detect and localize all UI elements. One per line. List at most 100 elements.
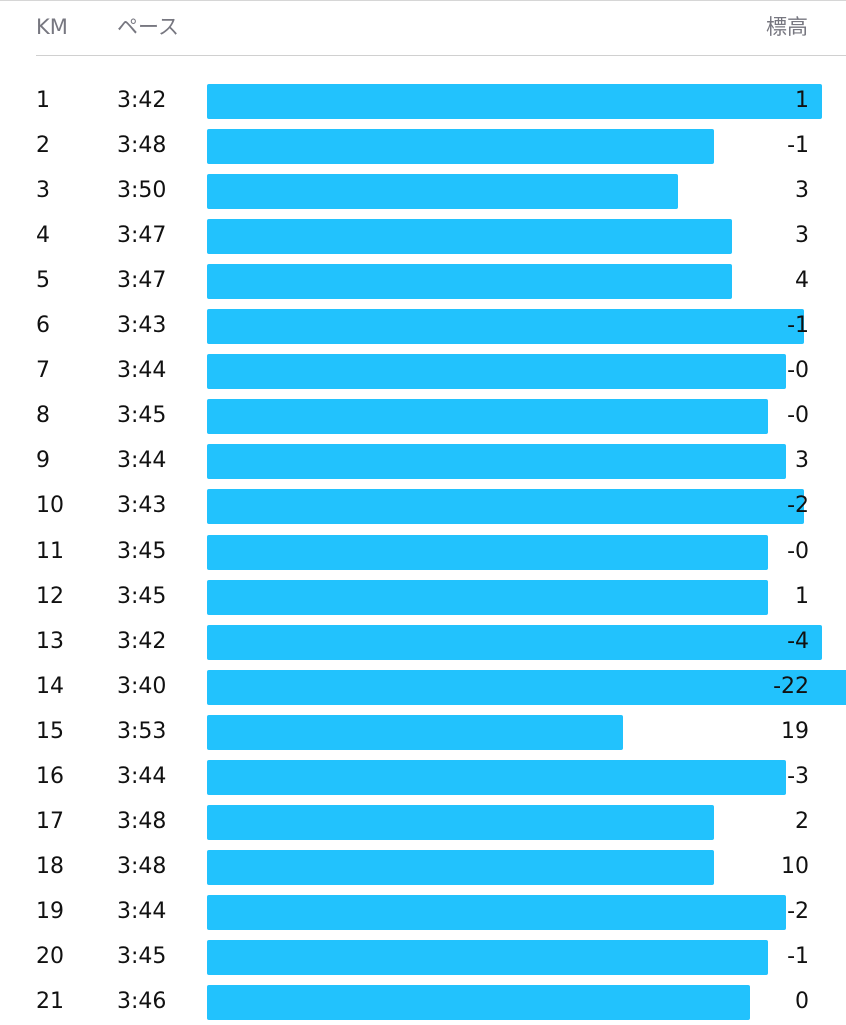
km-column-header: KM (36, 15, 68, 39)
split-pace: 3:44 (117, 358, 167, 384)
split-pace: 3:45 (117, 403, 167, 429)
pace-bar (207, 669, 846, 705)
pace-bar (207, 219, 732, 255)
split-km: 17 (36, 808, 64, 834)
split-km: 6 (36, 313, 50, 339)
pace-bar (207, 84, 823, 119)
split-row: 15 3:53 19 (0, 710, 846, 755)
header-divider (36, 55, 846, 56)
split-km: 19 (36, 898, 64, 924)
split-elevation: 3 (795, 448, 809, 474)
split-pace: 3:42 (117, 628, 167, 654)
split-elevation: 3 (795, 178, 809, 204)
split-pace: 3:53 (117, 718, 167, 744)
split-km: 11 (36, 538, 64, 564)
split-row: 5 3:47 4 (0, 259, 846, 304)
pace-bar (207, 579, 769, 615)
pace-bar (207, 759, 787, 795)
split-pace: 3:45 (117, 583, 167, 609)
split-pace: 3:46 (117, 989, 167, 1014)
split-row: 20 3:45 -1 (0, 935, 846, 980)
split-elevation: 1 (795, 88, 809, 113)
split-elevation: -1 (787, 133, 809, 159)
split-pace: 3:50 (117, 178, 167, 204)
split-row: 9 3:44 3 (0, 439, 846, 484)
split-pace: 3:45 (117, 943, 167, 969)
pace-bar (207, 849, 714, 885)
split-row: 12 3:45 1 (0, 575, 846, 620)
split-row: 2 3:48 -1 (0, 124, 846, 169)
split-elevation: -22 (773, 673, 809, 699)
pace-bar (207, 534, 769, 570)
split-row: 13 3:42 -4 (0, 620, 846, 665)
split-km: 4 (36, 223, 50, 249)
split-elevation: -0 (787, 538, 809, 564)
split-pace: 3:44 (117, 763, 167, 789)
pace-bar (207, 354, 787, 390)
pace-bar (207, 894, 787, 930)
split-km: 21 (36, 989, 64, 1014)
split-row: 7 3:44 -0 (0, 349, 846, 394)
split-km: 12 (36, 583, 64, 609)
split-pace: 3:47 (117, 223, 167, 249)
split-elevation: -2 (787, 898, 809, 924)
split-km: 8 (36, 403, 50, 429)
split-km: 7 (36, 358, 50, 384)
split-pace: 3:45 (117, 538, 167, 564)
split-pace: 3:43 (117, 493, 167, 519)
split-elevation: -1 (787, 943, 809, 969)
split-row: 1 3:42 1 (0, 79, 846, 124)
split-elevation: -4 (787, 628, 809, 654)
split-pace: 3:47 (117, 268, 167, 294)
split-pace: 3:44 (117, 448, 167, 474)
pace-bar (207, 489, 805, 525)
split-km: 3 (36, 178, 50, 204)
split-row: 18 3:48 10 (0, 845, 846, 890)
pace-bar (207, 174, 678, 210)
split-row: 19 3:44 -2 (0, 890, 846, 935)
top-divider (0, 0, 846, 1)
split-km: 15 (36, 718, 64, 744)
split-pace: 3:42 (117, 88, 167, 113)
split-elevation: 19 (781, 718, 809, 744)
split-row: 6 3:43 -1 (0, 304, 846, 349)
elevation-column-header: 標高 (766, 15, 808, 39)
split-pace: 3:48 (117, 808, 167, 834)
split-row: 10 3:43 -2 (0, 484, 846, 529)
split-row: 16 3:44 -3 (0, 755, 846, 800)
splits-header: KM ペース 標高 (0, 0, 846, 56)
split-pace: 3:48 (117, 853, 167, 879)
split-elevation: -0 (787, 403, 809, 429)
split-row: 11 3:45 -0 (0, 530, 846, 575)
split-km: 9 (36, 448, 50, 474)
split-row: 3 3:50 3 (0, 169, 846, 214)
split-km: 1 (36, 88, 50, 113)
pace-bar (207, 804, 714, 840)
split-km: 16 (36, 763, 64, 789)
split-elevation: 10 (781, 853, 809, 879)
pace-bar (207, 985, 750, 1020)
pace-bar (207, 714, 624, 750)
split-elevation: -2 (787, 493, 809, 519)
split-elevation: -1 (787, 313, 809, 339)
split-row: 14 3:40 -22 (0, 665, 846, 710)
split-elevation: 4 (795, 268, 809, 294)
split-elevation: -3 (787, 763, 809, 789)
split-elevation: -0 (787, 358, 809, 384)
pace-bar (207, 264, 732, 300)
split-km: 2 (36, 133, 50, 159)
split-row: 8 3:45 -0 (0, 394, 846, 439)
pace-column-header: ペース (117, 15, 179, 39)
split-km: 5 (36, 268, 50, 294)
split-row: 4 3:47 3 (0, 214, 846, 259)
split-row: 21 3:46 0 (0, 980, 846, 1025)
split-km: 20 (36, 943, 64, 969)
split-km: 10 (36, 493, 64, 519)
split-elevation: 3 (795, 223, 809, 249)
pace-bar (207, 939, 769, 975)
pace-bar (207, 444, 787, 480)
split-pace: 3:48 (117, 133, 167, 159)
split-elevation: 1 (795, 583, 809, 609)
split-elevation: 2 (795, 808, 809, 834)
pace-bar (207, 624, 823, 660)
